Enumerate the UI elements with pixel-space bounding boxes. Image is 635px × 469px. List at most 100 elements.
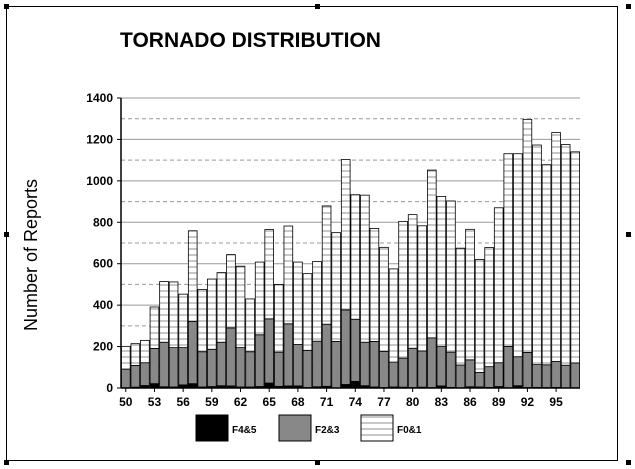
bar-f2-3-57 [187, 321, 198, 385]
x-tick-label: 83 [435, 395, 449, 409]
bar-f2-3-58 [197, 351, 208, 388]
y-tick-label: 1400 [86, 91, 113, 105]
bar-f2-3-72 [331, 340, 341, 389]
bar-f0-1-60 [216, 272, 227, 343]
x-tick-label: 59 [205, 395, 219, 409]
bar-f2-3-65 [264, 318, 274, 384]
bar-f2-3-50 [121, 368, 131, 389]
selection-handle-top-left[interactable] [4, 4, 9, 9]
bar-f0-1-56 [178, 293, 188, 349]
bar-f0-1-87 [474, 259, 485, 373]
bar-f0-1-84 [446, 200, 456, 353]
legend-label: F0&1 [397, 425, 422, 436]
bar-f0-1-79 [398, 221, 408, 359]
bar-f2-3-93 [532, 364, 542, 388]
bar-f0-1-66 [273, 284, 284, 353]
bar-f0-1-65 [264, 229, 274, 320]
bar-f2-3-54 [159, 341, 169, 388]
x-tick-label: 50 [119, 395, 133, 409]
selection-handle-bottom-center[interactable] [315, 460, 320, 465]
bar-f2-3-68 [293, 344, 303, 387]
bar-f2-3-61 [226, 327, 236, 387]
x-tick-label: 80 [406, 395, 420, 409]
y-axis-label: Number of Reports [21, 179, 41, 331]
chart-title: TORNADO DISTRIBUTION [120, 29, 381, 52]
bar-f0-1-95 [551, 132, 561, 362]
bar-f2-3-79 [398, 357, 408, 388]
selection-handle-top-right[interactable] [626, 4, 631, 9]
bar-f0-1-74 [350, 194, 361, 320]
x-tick-label: 92 [521, 395, 535, 409]
bar-f2-3-75 [360, 341, 370, 387]
bar-f0-1-55 [168, 281, 179, 349]
bar-f0-1-97 [570, 151, 581, 364]
bar-f0-1-76 [369, 228, 380, 342]
bar-f0-1-81 [417, 225, 427, 352]
bar-f2-3-76 [369, 340, 380, 388]
bar-f2-3-96 [560, 364, 571, 389]
bar-f2-3-74 [350, 318, 361, 382]
bar-f0-1-90 [503, 153, 514, 347]
bar-f0-1-62 [235, 265, 246, 349]
bar-f0-1-70 [312, 261, 322, 342]
selection-handle-bottom-right[interactable] [626, 460, 631, 465]
selection-handle-bottom-left[interactable] [4, 460, 9, 465]
bar-f0-1-86 [465, 228, 475, 361]
bar-f0-1-68 [293, 261, 303, 345]
x-tick-label: 95 [549, 395, 563, 409]
bar-f2-3-60 [216, 341, 227, 387]
bar-f0-1-63 [245, 298, 255, 353]
bar-f0-1-91 [513, 153, 523, 358]
y-tick-label: 600 [93, 257, 113, 271]
bar-f2-3-67 [283, 323, 294, 387]
x-tick-label: 53 [148, 395, 162, 409]
bar-f0-1-73 [340, 159, 351, 311]
bar-f2-3-89 [493, 362, 504, 387]
legend-swatch-f4-5 [195, 414, 229, 442]
selection-handle-middle-right[interactable] [626, 232, 631, 237]
bar-f2-3-94 [541, 364, 552, 388]
bar-f0-1-94 [541, 164, 552, 366]
bar-f2-3-86 [465, 359, 475, 388]
bar-f2-3-56 [178, 347, 188, 386]
bar-f2-3-90 [503, 345, 514, 389]
bar-f0-1-53 [149, 306, 160, 349]
bar-f2-3-51 [130, 365, 141, 388]
bar-f0-1-54 [159, 281, 169, 343]
bar-f2-3-85 [455, 364, 466, 389]
bar-f2-3-55 [168, 347, 179, 388]
legend: F4&5 F2&3 F0&1 [195, 414, 422, 442]
x-tick-label: 74 [349, 395, 363, 409]
bar-f2-3-52 [140, 362, 150, 386]
bar-f0-1-75 [360, 194, 370, 343]
selection-handle-middle-left[interactable] [4, 232, 9, 237]
bar-f0-1-78 [388, 268, 399, 363]
x-tick-label: 86 [463, 395, 477, 409]
bar-f2-3-81 [417, 350, 427, 388]
legend-label: F4&5 [232, 425, 257, 436]
x-tick-label: 65 [263, 395, 277, 409]
x-tick-label: 62 [234, 395, 248, 409]
bar-f0-1-77 [379, 246, 389, 352]
bar-f4-5-74 [350, 380, 361, 389]
bar-f2-3-71 [321, 323, 332, 387]
bar-f2-3-88 [484, 366, 494, 388]
bar-f2-3-69 [302, 349, 313, 388]
selection-handle-top-center[interactable] [315, 4, 320, 9]
bar-f0-1-83 [436, 195, 447, 347]
bar-f2-3-53 [149, 348, 160, 385]
y-tick-label: 1200 [86, 132, 113, 146]
x-tick-label: 56 [176, 395, 190, 409]
bars [121, 118, 581, 389]
bar-f2-3-63 [245, 351, 255, 388]
x-tick-label: 77 [377, 395, 391, 409]
bar-f0-1-71 [321, 205, 332, 325]
bar-f0-1-59 [207, 278, 217, 350]
bar-f2-3-83 [436, 346, 447, 387]
y-tick-label: 400 [93, 298, 113, 312]
bar-f2-3-87 [474, 372, 485, 388]
bar-f0-1-67 [283, 225, 294, 325]
bar-f0-1-61 [226, 254, 236, 329]
bar-f0-1-69 [302, 273, 313, 351]
